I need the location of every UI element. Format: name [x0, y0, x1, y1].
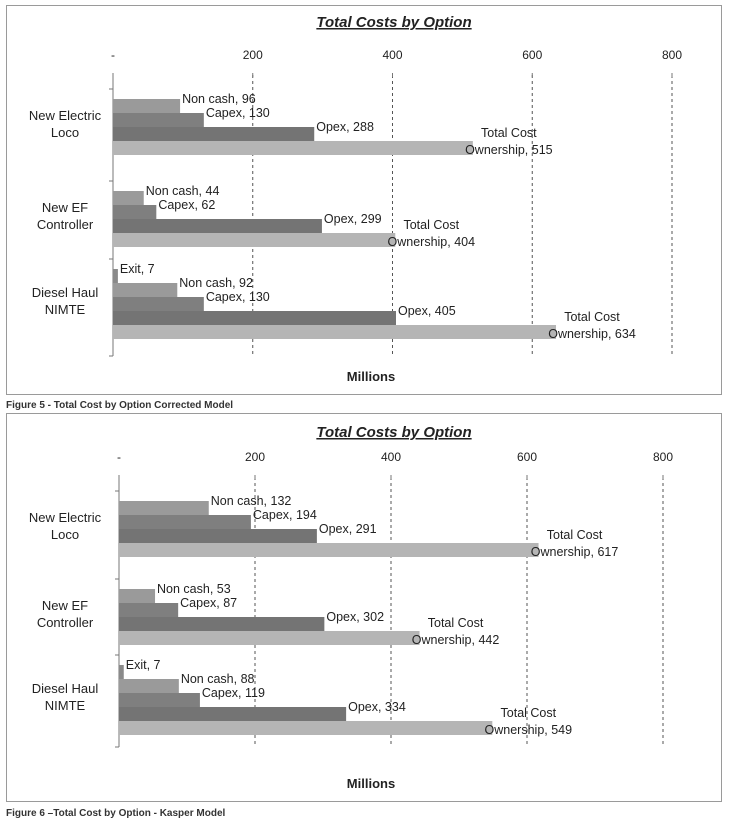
data-label-opex: Opex, 405 [398, 304, 456, 318]
chart-title: Total Costs by Option [316, 424, 471, 441]
bar-total [113, 325, 557, 339]
category-label: Controller [37, 217, 94, 232]
data-label-capex: Capex, 194 [253, 508, 317, 522]
category-label: Loco [51, 527, 79, 542]
data-label-total-line2: Ownership, 617 [531, 545, 619, 559]
bar-opex [119, 707, 347, 721]
bar-total [113, 141, 473, 155]
chart-kasper-model-svg: Total Costs by Option - 200 400 600 800 New El… [29, 424, 673, 791]
x-tick-label: 400 [382, 48, 402, 62]
x-tick-label: 600 [517, 450, 537, 464]
bar-total [113, 233, 396, 247]
data-label-exit: Exit, 7 [120, 262, 155, 276]
x-tick-label: 200 [243, 48, 263, 62]
data-label-capex: Capex, 87 [180, 596, 237, 610]
figure-6-caption: Figure 6 –Total Cost by Option - Kasper … [6, 808, 226, 819]
bar-capex [113, 113, 204, 127]
data-label-total-line1: Total Cost [428, 616, 484, 630]
bar-capex [113, 297, 204, 311]
bar-noncash [119, 501, 209, 515]
category-label: NIMTE [45, 698, 86, 713]
chart-title: Total Costs by Option [316, 14, 471, 31]
data-label-capex: Capex, 119 [202, 686, 265, 700]
x-axis-label: Millions [347, 776, 395, 791]
x-tick-label: 800 [662, 48, 682, 62]
data-label-total-line1: Total Cost [564, 310, 620, 324]
bar-total [119, 543, 539, 557]
bar-capex [113, 205, 157, 219]
bar-opex [113, 219, 322, 233]
category-label: Diesel Haul [32, 681, 99, 696]
x-tick-label: - [111, 48, 115, 62]
data-label-noncash: Non cash, 88 [181, 672, 255, 686]
figure-5-caption: Figure 5 - Total Cost by Option Correcte… [6, 400, 234, 411]
bar-noncash [119, 589, 156, 603]
bar-capex [119, 693, 200, 707]
data-label-opex: Opex, 299 [324, 212, 382, 226]
category-label: Controller [37, 615, 94, 630]
category-label: NIMTE [45, 302, 86, 317]
data-label-noncash: Non cash, 44 [146, 184, 220, 198]
bar-capex [119, 515, 251, 529]
bar-opex [119, 617, 325, 631]
x-axis-label: Millions [347, 369, 395, 384]
category-label: Loco [51, 125, 79, 140]
bar-exit [113, 269, 118, 283]
x-tick-label: 200 [245, 450, 265, 464]
x-tick-label: 400 [381, 450, 401, 464]
category-label: New EF [42, 200, 88, 215]
bar-exit [119, 665, 124, 679]
data-label-opex: Opex, 302 [326, 610, 384, 624]
chart-kasper-model: Total Costs by Option - 200 400 600 800 New El… [6, 413, 722, 802]
data-label-exit: Exit, 7 [126, 658, 161, 672]
data-label-total-line1: Total Cost [501, 706, 557, 720]
category-label: New Electric [29, 108, 102, 123]
chart-corrected-model: Total Costs by Option - 200 400 600 800 New El… [6, 5, 722, 395]
data-label-total-line1: Total Cost [403, 218, 459, 232]
data-label-capex: Capex, 130 [206, 106, 270, 120]
bar-total [119, 721, 493, 735]
data-label-opex: Opex, 288 [316, 120, 374, 134]
x-tick-label: - [117, 450, 121, 464]
chart-corrected-model-svg: Total Costs by Option - 200 400 600 800 New El… [29, 14, 682, 384]
data-label-total-line2: Ownership, 634 [548, 327, 636, 341]
bar-noncash [113, 191, 144, 205]
bar-noncash [113, 283, 178, 297]
data-label-noncash: Non cash, 53 [157, 582, 231, 596]
bar-opex [119, 529, 317, 543]
data-label-noncash: Non cash, 96 [182, 92, 256, 106]
data-label-noncash: Non cash, 132 [211, 494, 292, 508]
bar-noncash [119, 679, 179, 693]
bar-opex [113, 311, 396, 325]
bar-capex [119, 603, 179, 617]
category-label: Diesel Haul [32, 285, 99, 300]
data-label-opex: Opex, 291 [319, 522, 377, 536]
data-label-noncash: Non cash, 92 [179, 276, 253, 290]
category-label: New Electric [29, 510, 102, 525]
x-tick-label: 800 [653, 450, 673, 464]
data-label-opex: Opex, 334 [348, 700, 406, 714]
data-label-total-line2: Ownership, 404 [388, 235, 476, 249]
data-label-capex: Capex, 130 [206, 290, 270, 304]
data-label-total-line2: Ownership, 549 [485, 723, 573, 737]
data-label-capex: Capex, 62 [158, 198, 215, 212]
category-label: New EF [42, 598, 88, 613]
x-tick-label: 600 [522, 48, 542, 62]
data-label-total-line2: Ownership, 515 [465, 143, 553, 157]
bar-total [119, 631, 420, 645]
data-label-total-line2: Ownership, 442 [412, 633, 500, 647]
bar-opex [113, 127, 315, 141]
data-label-total-line1: Total Cost [547, 528, 603, 542]
data-label-total-line1: Total Cost [481, 126, 537, 140]
bar-noncash [113, 99, 181, 113]
